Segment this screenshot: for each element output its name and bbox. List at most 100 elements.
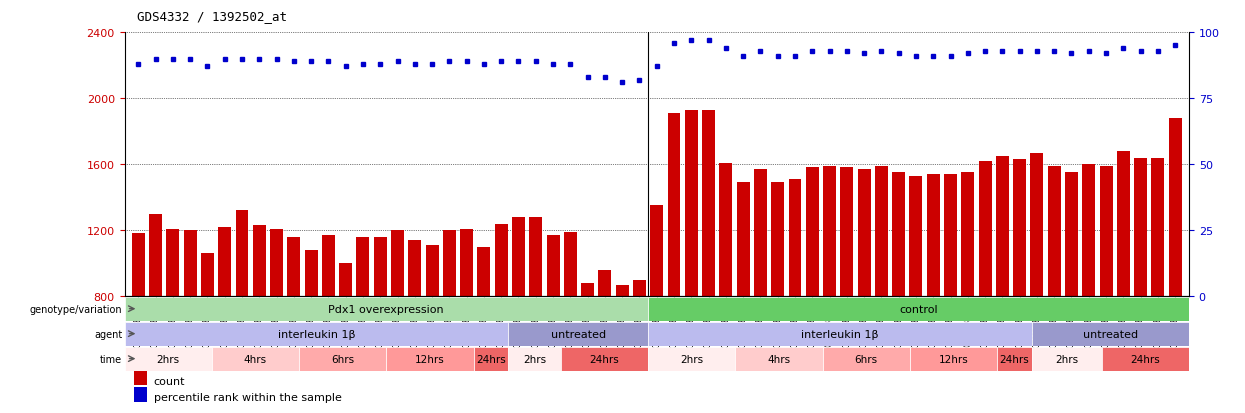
Bar [647,297,1189,321]
Bar [212,347,299,371]
Bar [1032,347,1102,371]
Bar [374,237,387,297]
Bar [1013,160,1026,297]
Text: 24hrs: 24hrs [1000,354,1030,364]
Bar [875,166,888,297]
Bar [1031,153,1043,297]
Bar [581,283,594,297]
Bar [616,285,629,297]
Bar [1064,173,1078,297]
Bar [1169,119,1182,297]
Bar [426,245,438,297]
Bar [1082,165,1096,297]
Bar [858,170,870,297]
Text: control: control [899,304,937,314]
Bar [508,322,647,346]
Bar [356,237,370,297]
Text: 2hrs: 2hrs [157,354,179,364]
Text: count: count [154,375,186,386]
Bar [200,254,214,297]
Bar [132,234,144,297]
Bar [134,370,147,385]
Bar [685,110,697,297]
Bar [288,237,300,297]
Bar [386,347,473,371]
Bar [737,183,749,297]
Bar [270,229,283,297]
Text: 2hrs: 2hrs [1056,354,1078,364]
Bar [1102,347,1189,371]
Bar [1117,152,1129,297]
Bar [134,387,147,402]
Bar [1099,166,1113,297]
Bar [408,240,421,297]
Bar [477,247,491,297]
Text: Pdx1 overexpression: Pdx1 overexpression [329,304,444,314]
Bar [702,110,715,297]
Bar [529,218,543,297]
Text: genotype/variation: genotype/variation [30,304,122,314]
Bar [1134,158,1147,297]
Bar [299,347,386,371]
Bar [823,347,910,371]
Text: 12hrs: 12hrs [939,354,969,364]
Text: 2hrs: 2hrs [523,354,547,364]
Bar [167,229,179,297]
Bar [650,206,664,297]
Bar [910,347,997,371]
Bar [560,347,647,371]
Bar [305,250,317,297]
Bar [647,322,1032,346]
Text: interleukin 1β: interleukin 1β [278,329,355,339]
Text: 2hrs: 2hrs [680,354,703,364]
Bar [149,214,162,297]
Bar [508,347,560,371]
Text: 4hrs: 4hrs [244,354,266,364]
Bar [253,225,265,297]
Bar [322,235,335,297]
Bar [564,232,576,297]
Bar [926,175,940,297]
Bar [961,173,975,297]
Text: interleukin 1β: interleukin 1β [802,329,879,339]
Bar [339,263,352,297]
Text: 24hrs: 24hrs [590,354,619,364]
Text: untreated: untreated [1083,329,1138,339]
Bar [806,168,819,297]
Bar [1152,158,1164,297]
Text: GDS4332 / 1392502_at: GDS4332 / 1392502_at [137,10,286,23]
Bar [218,227,232,297]
Bar [736,347,823,371]
Bar [124,347,212,371]
Bar [771,183,784,297]
Text: percentile rank within the sample: percentile rank within the sample [154,392,341,402]
Bar [1048,166,1061,297]
Bar [512,218,525,297]
Bar [473,347,508,371]
Bar [944,175,957,297]
Bar [632,280,646,297]
Bar [909,176,923,297]
Text: 24hrs: 24hrs [476,354,505,364]
Text: 12hrs: 12hrs [415,354,444,364]
Bar [124,297,647,321]
Bar [547,235,559,297]
Text: 4hrs: 4hrs [767,354,791,364]
Text: 24hrs: 24hrs [1130,354,1160,364]
Bar [996,157,1008,297]
Bar [823,166,837,297]
Bar [461,229,473,297]
Bar [667,114,681,297]
Bar [647,347,736,371]
Bar [124,322,508,346]
Bar [235,211,249,297]
Bar [754,170,767,297]
Text: 6hrs: 6hrs [854,354,878,364]
Bar [840,168,853,297]
Bar [599,270,611,297]
Text: untreated: untreated [550,329,606,339]
Text: agent: agent [95,329,122,339]
Bar [184,230,197,297]
Bar [443,230,456,297]
Text: 6hrs: 6hrs [331,354,354,364]
